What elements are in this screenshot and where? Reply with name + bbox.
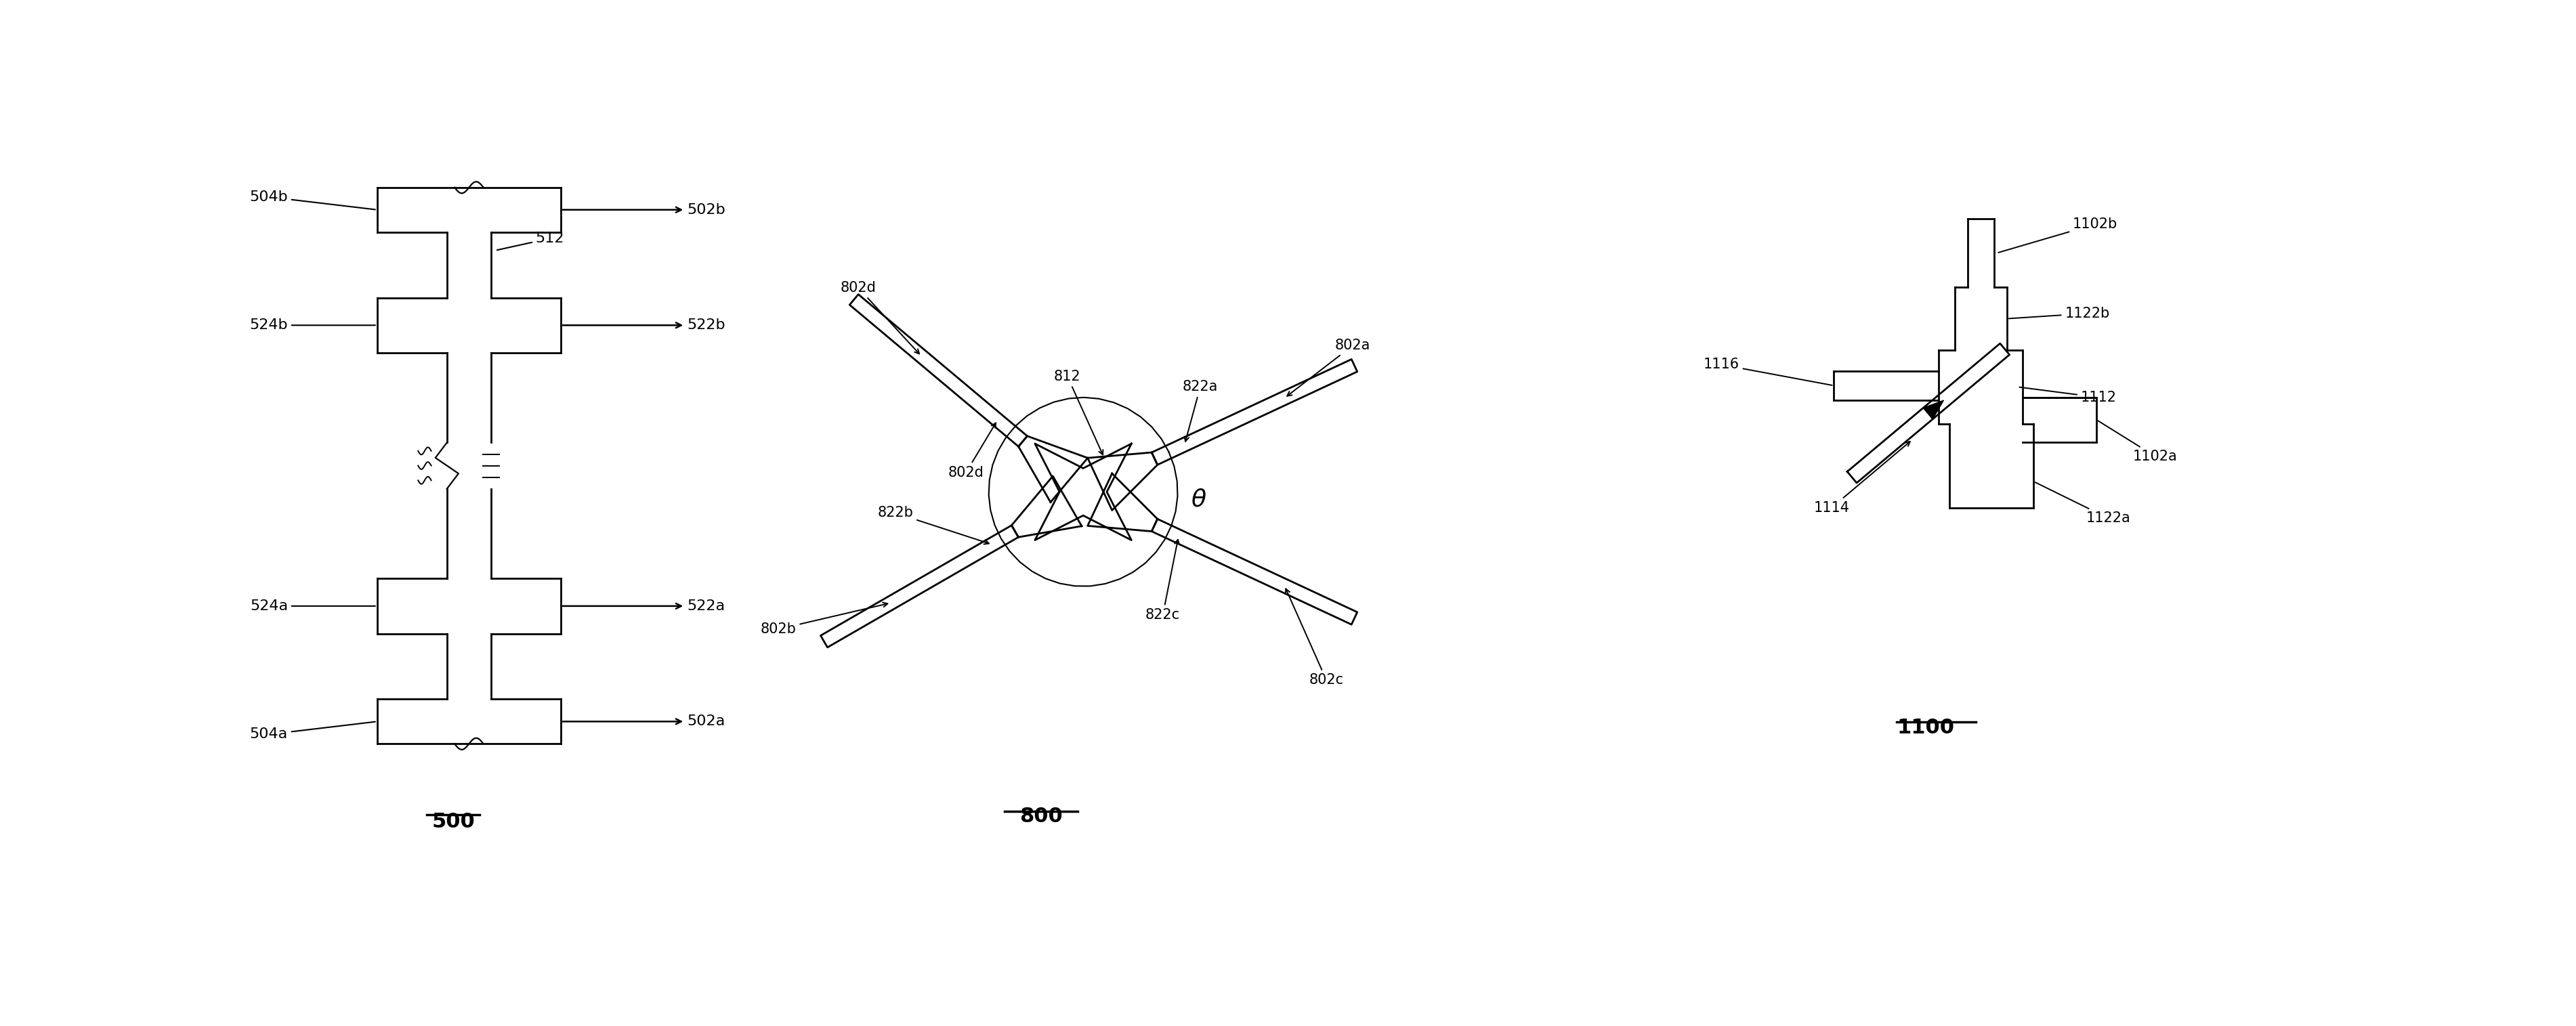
Text: 822c: 822c	[1146, 540, 1180, 622]
Polygon shape	[1924, 400, 1945, 420]
Text: $\theta$: $\theta$	[1190, 488, 1206, 511]
Text: 802d: 802d	[948, 423, 997, 479]
Text: 502b: 502b	[562, 203, 726, 216]
Text: 1102b: 1102b	[1999, 218, 2117, 252]
Text: 524a: 524a	[250, 599, 376, 613]
Text: 812: 812	[1054, 369, 1103, 455]
Text: 822a: 822a	[1182, 381, 1218, 441]
Text: 822b: 822b	[878, 506, 989, 544]
Text: 1122a: 1122a	[2035, 482, 2130, 525]
Text: 524b: 524b	[250, 318, 376, 332]
Text: 1100: 1100	[1896, 717, 1955, 738]
Text: 802c: 802c	[1285, 589, 1345, 687]
Text: 1102a: 1102a	[2097, 421, 2177, 463]
Text: 1122b: 1122b	[2009, 307, 2110, 320]
Text: 802a: 802a	[1288, 339, 1370, 396]
Text: 1112: 1112	[2020, 387, 2117, 404]
Text: 802d: 802d	[840, 281, 920, 354]
Text: 504a: 504a	[250, 721, 376, 741]
Text: 500: 500	[433, 812, 474, 832]
Text: 1114: 1114	[1814, 441, 1909, 514]
Text: 800: 800	[1020, 806, 1064, 826]
Text: 522a: 522a	[562, 599, 724, 613]
Text: 512: 512	[497, 232, 564, 250]
Text: 502a: 502a	[562, 715, 724, 728]
Text: 504b: 504b	[250, 190, 376, 209]
Text: 1116: 1116	[1703, 358, 1832, 385]
Text: 802b: 802b	[760, 602, 889, 636]
Text: 522b: 522b	[562, 318, 726, 332]
